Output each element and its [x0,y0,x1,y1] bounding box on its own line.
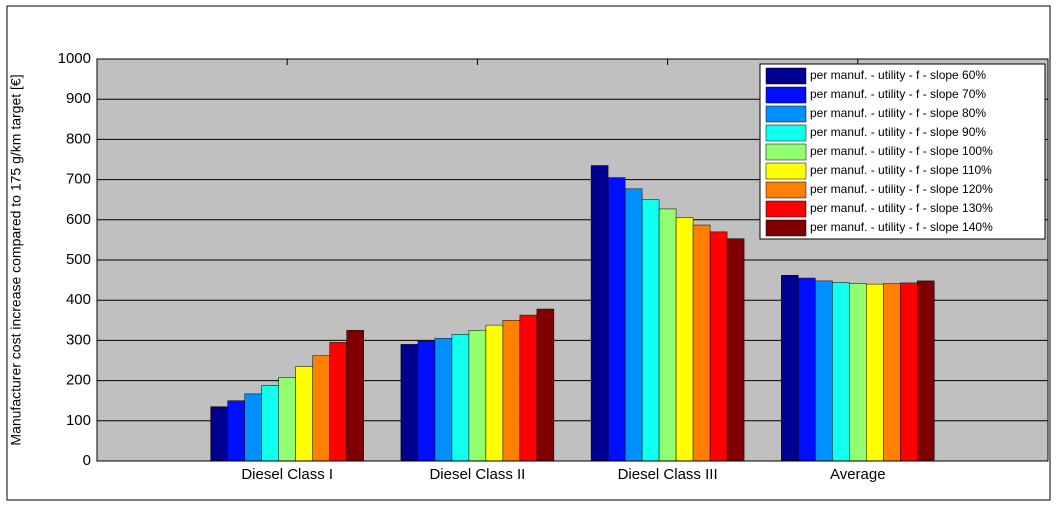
y-tick-label: 0 [83,452,91,469]
bar [726,238,745,462]
bar [692,224,711,462]
bar [434,338,453,462]
bar [400,344,419,462]
legend-label: per manuf. - utility - f - slope 130% [810,201,993,215]
bar [849,283,867,462]
y-tick-label: 600 [66,211,91,228]
bar [590,165,609,462]
plot-border [96,58,1049,462]
x-tick-label: Average [830,466,886,483]
legend-label: per manuf. - utility - f - slope 120% [810,182,993,196]
legend-swatch [765,219,807,237]
y-tick-label: 500 [66,251,91,268]
legend-label: per manuf. - utility - f - slope 70% [810,87,986,101]
y-tick-label: 800 [66,130,91,147]
bar [312,355,330,462]
y-tick-label: 100 [66,412,91,429]
bar [607,177,626,462]
legend-swatch [765,162,807,180]
bar [900,282,918,462]
y-tick-label: 300 [66,331,91,348]
bar [519,314,538,462]
y-tick-label: 700 [66,171,91,188]
legend-swatch [765,181,807,199]
y-axis-label: Manufacturer cost increase compared to 1… [8,74,24,445]
bar [798,277,816,462]
legend-label: per manuf. - utility - f - slope 90% [810,125,986,139]
bar [210,406,228,462]
bar [295,366,313,462]
legend-swatch [765,200,807,218]
bar [832,282,850,462]
bar [227,400,245,462]
bar [417,340,436,462]
x-tick-label: Diesel Class I [241,466,333,483]
legend-label: per manuf. - utility - f - slope 110% [810,163,992,177]
y-tick-label: 1000 [58,50,91,67]
bar [502,320,521,462]
legend-swatch [765,143,807,161]
bar [917,280,935,462]
legend-swatch [765,86,807,104]
legend-label: per manuf. - utility - f - slope 140% [810,220,993,234]
bar [624,188,643,462]
y-tick-label: 400 [66,291,91,308]
bar [536,308,555,462]
legend-box [759,63,1046,240]
bar [485,324,504,462]
bar [675,217,694,462]
bar [709,231,728,462]
bar [815,280,833,462]
y-tick-label: 200 [66,372,91,389]
bar [329,342,347,462]
legend-swatch [765,105,807,123]
bar [346,330,364,462]
y-tick-label: 900 [66,90,91,107]
bar [866,283,884,462]
legend-swatch [765,124,807,142]
bar [451,334,470,462]
x-tick-label: Diesel Class III [618,466,718,483]
legend-label: per manuf. - utility - f - slope 80% [810,106,986,120]
bar [658,208,677,462]
bar [781,275,799,462]
bar [244,393,262,462]
bar [883,283,901,462]
x-tick-label: Diesel Class II [429,466,525,483]
bar [468,330,487,462]
bar [278,377,296,462]
legend-swatch [765,67,807,85]
bar [261,385,279,462]
legend-label: per manuf. - utility - f - slope 100% [810,144,993,158]
bar [641,199,660,462]
legend-label: per manuf. - utility - f - slope 60% [810,68,986,82]
